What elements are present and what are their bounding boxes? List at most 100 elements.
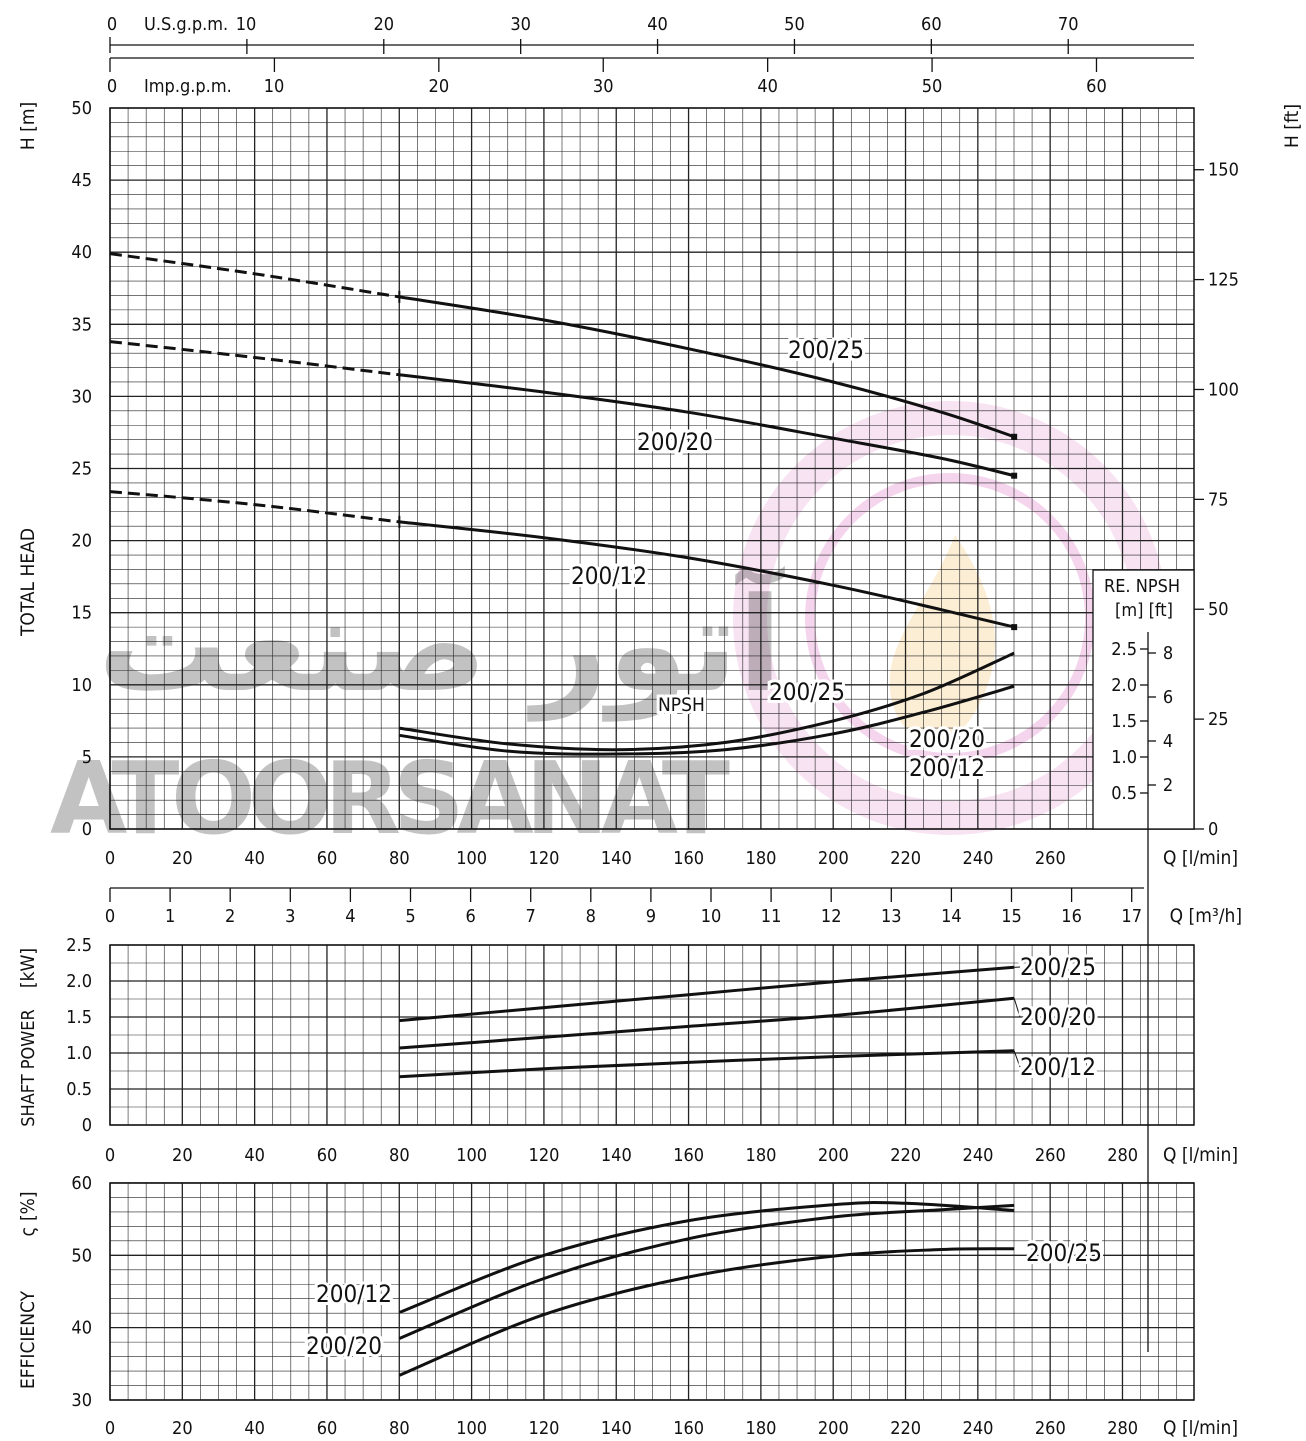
y-tick-label: 25 (71, 459, 92, 480)
npsh-series-label-200/12: 200/12 (909, 754, 985, 782)
x-tick-label: 40 (244, 1145, 265, 1166)
npsh-inset-units: [m] [ft] (1115, 600, 1173, 621)
usgpm-tick-label: 70 (1058, 14, 1079, 35)
m3h-tick-label: 13 (881, 906, 902, 927)
eff-curve-200/12 (398, 1201, 1015, 1314)
y-axis-unit: [kW] (17, 948, 39, 988)
y-axis-label: TOTAL HEAD (17, 528, 39, 637)
y-axis-label: EFFICIENCY (17, 1290, 39, 1389)
m3h-tick-label: 15 (1001, 906, 1022, 927)
npsh-inset-ft-tick-label: 2 (1163, 775, 1173, 796)
y-tick-label: 10 (71, 675, 92, 696)
x-tick-label: 220 (890, 1145, 921, 1166)
eff-curve-200/25 (398, 1247, 1015, 1377)
x-tick-label: 0 (105, 1418, 115, 1439)
x-tick-label: 80 (389, 1418, 410, 1439)
y-tick-label: 20 (71, 531, 92, 552)
watermark-flame (889, 535, 996, 742)
x-tick-label: 20 (172, 1418, 193, 1439)
y-tick-label: 40 (71, 1318, 92, 1339)
npsh-inset-m-tick-label: 1.0 (1111, 747, 1137, 768)
npsh-inset-box (1092, 569, 1195, 830)
y-tick-label: 60 (71, 1173, 92, 1194)
y-tick-label: 45 (71, 170, 92, 191)
x-tick-label: 160 (673, 1145, 704, 1166)
usgpm-axis-label: U.S.g.p.m. (144, 14, 228, 35)
x-tick-label: 200 (818, 1418, 849, 1439)
m3h-tick-label: 8 (586, 906, 596, 927)
plot-frame (109, 1182, 1195, 1401)
y-tick-label: 2.5 (66, 935, 92, 956)
plot-frame (109, 944, 1195, 1126)
x-axis-label: Q [l/min] (1163, 1417, 1238, 1439)
x-tick-label: 80 (389, 1145, 410, 1166)
x-tick-label: 260 (1035, 1418, 1066, 1439)
power-leader (1013, 1050, 1021, 1068)
y2-tick-label: 75 (1208, 489, 1229, 510)
impgpm-axis-label: Imp.g.p.m. (144, 76, 232, 97)
x-tick-label: 200 (818, 848, 849, 869)
m3h-tick-label: 14 (941, 906, 962, 927)
x-tick-label: 280 (1107, 1145, 1138, 1166)
power-curve-200/20 (399, 996, 1015, 1050)
m3h-tick-label: 2 (225, 906, 235, 927)
x-tick-label: 40 (244, 848, 265, 869)
npsh-inset-ft-tick-label: 4 (1163, 731, 1173, 752)
y-axis-unit: ς [%] (17, 1191, 39, 1236)
y-tick-label: 0 (82, 1115, 92, 1136)
x-axis-label: Q [l/min] (1163, 847, 1238, 869)
usgpm-tick-label: 10 (236, 14, 257, 35)
m3h-tick-label: 11 (761, 906, 782, 927)
m3h-tick-label: 16 (1061, 906, 1082, 927)
watermark-text-fa: آتور صنعت (98, 565, 786, 722)
m3h-tick-label: 0 (105, 906, 115, 927)
x-tick-label: 160 (673, 1418, 704, 1439)
x-tick-label: 20 (172, 848, 193, 869)
y-tick-label: 5 (82, 747, 92, 768)
eff-series-label-200/25: 200/25 (1026, 1239, 1102, 1267)
usgpm-tick-label: 50 (784, 14, 805, 35)
x-tick-label: 240 (963, 1145, 994, 1166)
x-tick-label: 280 (1107, 1418, 1138, 1439)
y2-tick-label: 25 (1208, 709, 1229, 730)
x-tick-label: 180 (746, 1418, 777, 1439)
head-curve-end-marker (1011, 433, 1018, 440)
m3h-tick-label: 5 (405, 906, 415, 927)
y-tick-label: 40 (71, 242, 92, 263)
npsh-inset-m-tick-label: 1.5 (1111, 711, 1137, 732)
m3h-tick-label: 3 (285, 906, 295, 927)
m3h-tick-label: 12 (821, 906, 842, 927)
x-tick-label: 160 (673, 848, 704, 869)
npsh-curve-200/20 (399, 684, 1015, 756)
head-series-label-200/25: 200/25 (788, 336, 864, 364)
y-tick-label: 35 (71, 314, 92, 335)
m3h-tick-label: 1 (165, 906, 175, 927)
head-series-label-200/20: 200/20 (637, 428, 713, 456)
x-tick-label: 80 (389, 848, 410, 869)
m3h-tick-label: 17 (1121, 906, 1142, 927)
plot-frame (109, 107, 1195, 830)
x-tick-label: 0 (105, 848, 115, 869)
y-tick-label: 1.0 (66, 1043, 92, 1064)
x-tick-label: 180 (746, 1145, 777, 1166)
head-curve-200/12 (399, 520, 1015, 629)
x-tick-label: 120 (529, 1418, 560, 1439)
npsh-label: NPSH (658, 694, 705, 716)
x-tick-label: 220 (890, 848, 921, 869)
power-series-label-200/25: 200/25 (1020, 953, 1096, 981)
x-tick-label: 120 (529, 1145, 560, 1166)
head-curve-dashed-200/25 (109, 252, 400, 299)
x-tick-label: 100 (456, 1145, 487, 1166)
m3h-tick-label: 6 (465, 906, 475, 927)
head-series-label-200/12: 200/12 (571, 562, 647, 590)
usgpm-tick-label: 20 (373, 14, 394, 35)
npsh-inset-m-tick-label: 2.0 (1111, 675, 1137, 696)
y-tick-label: 30 (71, 386, 92, 407)
y-tick-label: 0 (82, 819, 92, 840)
eff-series-label-200/12: 200/12 (316, 1280, 392, 1308)
y-tick-label: 50 (71, 1245, 92, 1266)
x-tick-label: 140 (601, 848, 632, 869)
x-tick-label: 100 (456, 848, 487, 869)
usgpm-tick-label: 60 (921, 14, 942, 35)
x-tick-label: 40 (244, 1418, 265, 1439)
